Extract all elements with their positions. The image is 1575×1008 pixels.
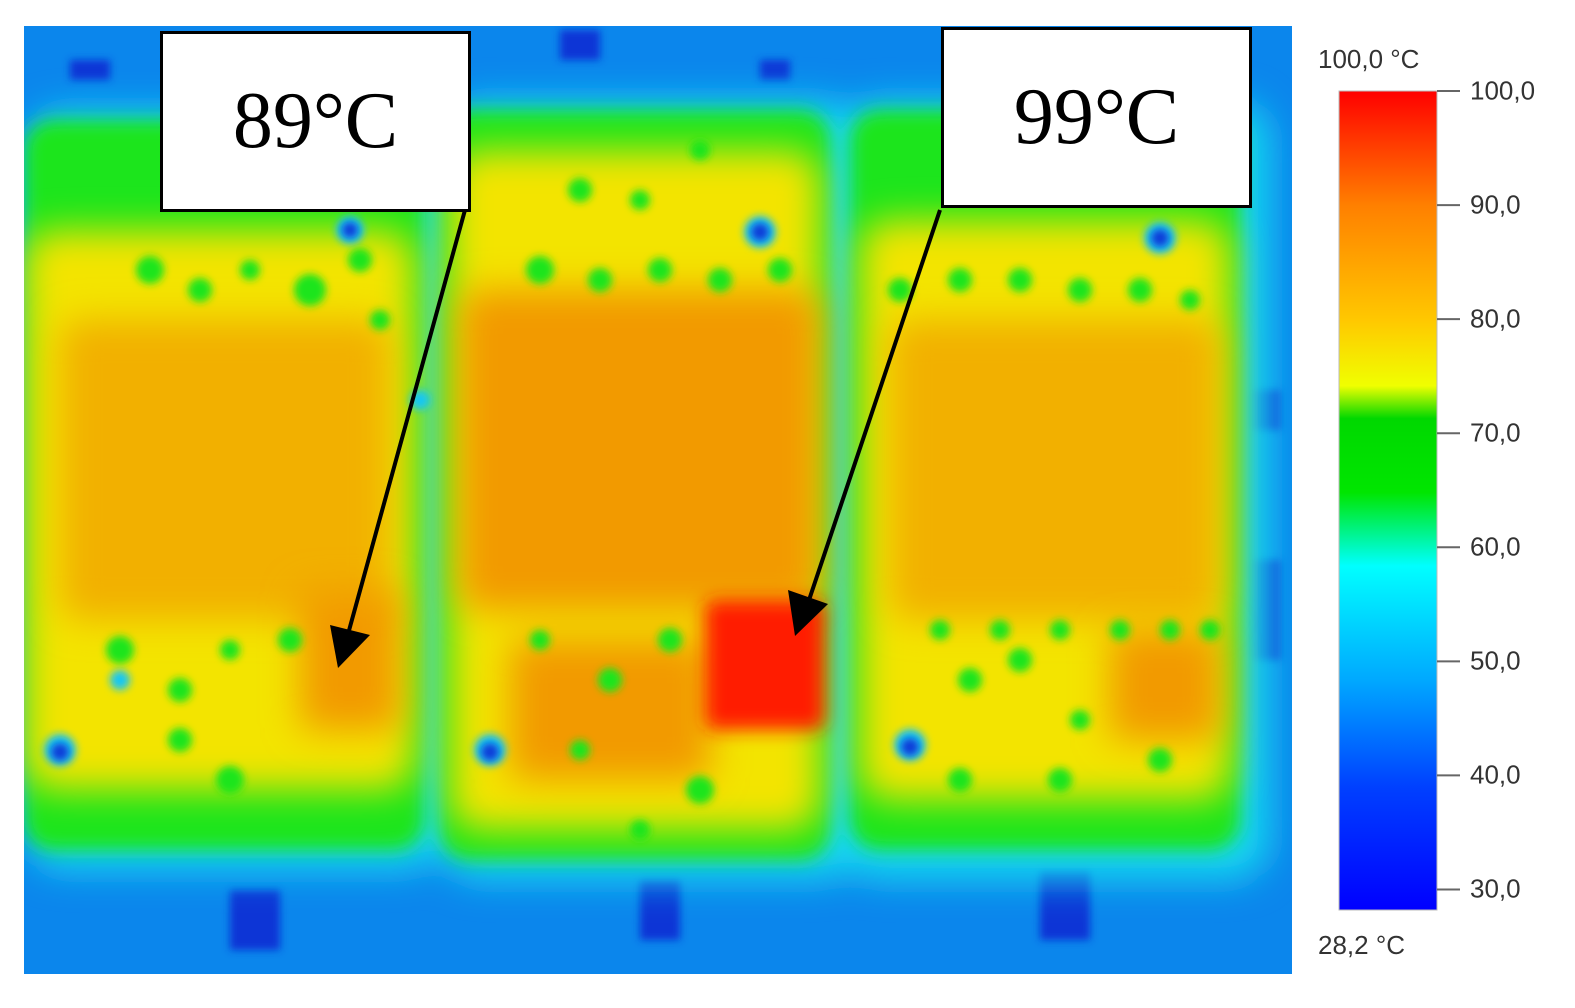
callout-right-label: 99°C <box>1013 73 1180 161</box>
callout-left-label: 89°C <box>232 77 399 165</box>
arrow-line-left <box>343 209 467 646</box>
colorbar <box>1338 90 1438 911</box>
colorbar-tick-label: 70,0 <box>1470 417 1521 448</box>
colorbar-tick-label: 100,0 <box>1470 75 1536 106</box>
colorbar-tick-label: 90,0 <box>1470 189 1521 220</box>
arrow-head-left <box>330 625 370 668</box>
colorbar-tick-label: 50,0 <box>1470 645 1521 676</box>
colorbar-tick-label: 80,0 <box>1470 303 1521 334</box>
temp-callout-right: 99°C <box>941 27 1252 208</box>
scale-max-label: 100,0 °C <box>1318 44 1420 74</box>
temp-callout-left: 89°C <box>160 31 471 212</box>
arrow-head-right <box>788 590 828 636</box>
scale-min-label: 28,2 °C <box>1318 930 1406 960</box>
colorbar-tick-label: 40,0 <box>1470 759 1521 790</box>
arrow-line-right <box>803 209 942 613</box>
colorbar-tick-label: 30,0 <box>1470 873 1521 904</box>
colorbar-tick-label: 60,0 <box>1470 531 1521 562</box>
